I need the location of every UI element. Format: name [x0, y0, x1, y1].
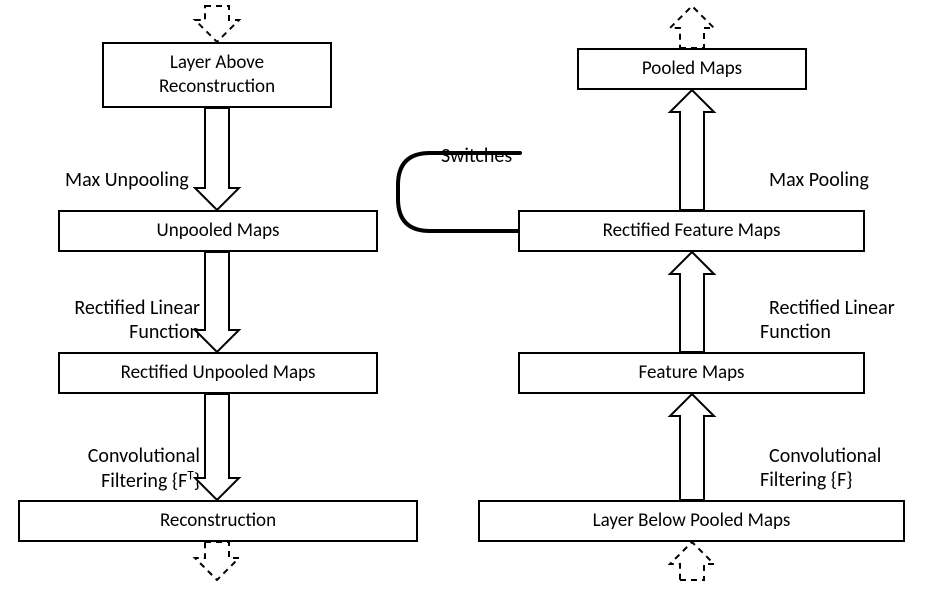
label-text: Max Unpooling — [65, 168, 189, 192]
dashed-arrow-icon — [670, 542, 714, 580]
label-text: Rectified Linear Function — [74, 296, 200, 344]
label-conv-filter-left: ConvolutionalFiltering {FT} — [79, 420, 200, 493]
node-layer-below: Layer Below Pooled Maps — [478, 500, 905, 542]
label-rectified-linear-left: Rectified Linear Function — [65, 272, 200, 344]
node-label: Rectified Feature Maps — [603, 219, 781, 243]
dashed-arrow-icon — [195, 6, 239, 42]
node-reconstruction: Reconstruction — [18, 500, 418, 542]
node-rectified-feature: Rectified Feature Maps — [518, 210, 865, 252]
label-text: ConvolutionalFiltering {FT} — [88, 444, 200, 493]
node-rectified-unpooled: Rectified Unpooled Maps — [58, 352, 378, 394]
block-arrow-icon — [195, 394, 239, 500]
block-arrow-icon — [670, 90, 714, 210]
superscript: T — [187, 468, 193, 483]
block-arrow-icon — [195, 108, 239, 210]
node-pooled-maps: Pooled Maps — [577, 48, 807, 90]
node-label: Rectified Unpooled Maps — [121, 361, 316, 385]
node-feature-maps: Feature Maps — [518, 352, 865, 394]
label-text: Max Pooling — [769, 168, 869, 192]
label-conv-filter-right: Convolutional Filtering {F} — [760, 420, 881, 492]
node-label: Layer Above Reconstruction — [110, 51, 324, 99]
label-text: Switches — [441, 144, 512, 168]
node-label: Unpooled Maps — [157, 219, 280, 243]
block-arrow-icon — [670, 252, 714, 352]
node-label: Feature Maps — [639, 361, 745, 385]
node-label: Layer Below Pooled Maps — [593, 509, 791, 533]
block-arrow-icon — [195, 252, 239, 352]
node-label: Reconstruction — [160, 509, 276, 533]
label-max-unpooling: Max Unpooling — [56, 144, 189, 192]
block-arrow-icon — [670, 394, 714, 500]
label-text: Rectified Linear Function — [760, 296, 895, 344]
dashed-arrow-icon — [670, 6, 714, 48]
label-rectified-linear-right: Rectified Linear Function — [760, 272, 895, 344]
node-label: Pooled Maps — [642, 57, 742, 81]
dashed-arrow-icon — [195, 542, 239, 580]
node-unpooled-maps: Unpooled Maps — [58, 210, 378, 252]
node-layer-above: Layer Above Reconstruction — [102, 42, 332, 108]
label-max-pooling: Max Pooling — [760, 144, 869, 192]
label-switches: Switches — [432, 120, 512, 168]
label-text: Convolutional Filtering {F} — [760, 444, 881, 492]
